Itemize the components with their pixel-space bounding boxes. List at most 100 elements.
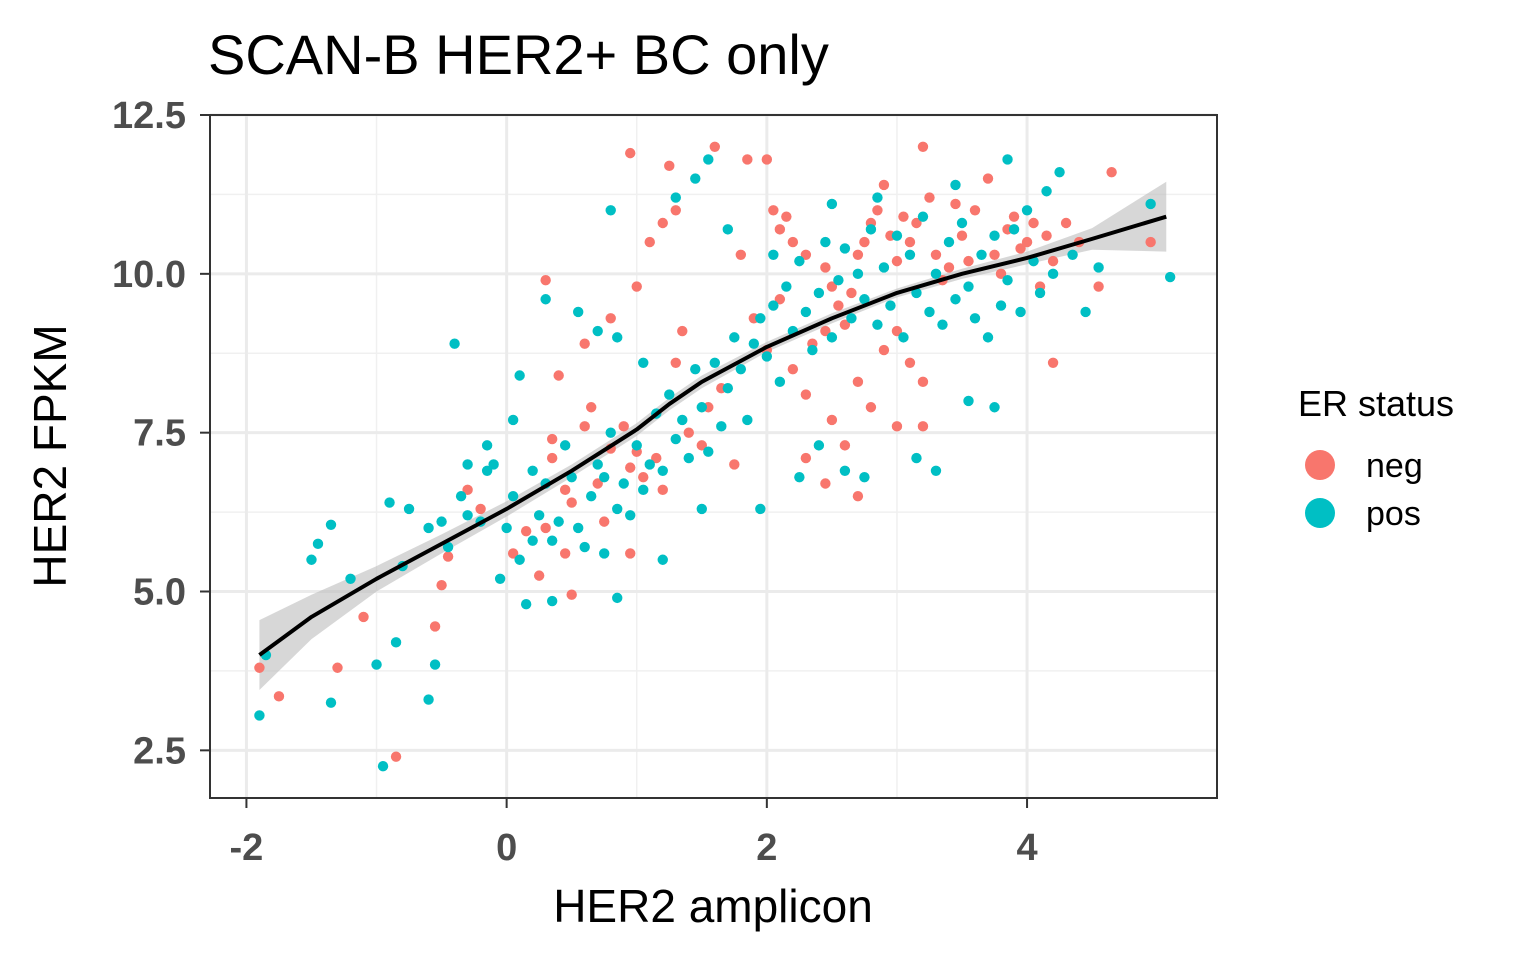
legend-title: ER status (1298, 383, 1454, 424)
data-point-pos (865, 224, 877, 235)
data-point-pos (898, 332, 909, 343)
data-point-neg (852, 491, 864, 502)
x-tick-label: 4 (1016, 827, 1037, 869)
data-point-neg (657, 484, 668, 496)
data-point-neg (878, 179, 890, 191)
data-point-pos (592, 325, 603, 337)
data-point-pos (878, 262, 890, 273)
data-point-neg (800, 452, 812, 464)
data-point-pos (618, 478, 629, 489)
data-point-pos (1008, 224, 1020, 235)
data-point-neg (911, 217, 922, 229)
data-point-pos (423, 522, 434, 534)
data-point-pos (429, 659, 441, 670)
data-point-neg (631, 281, 642, 292)
data-point-neg (1047, 255, 1059, 267)
data-point-pos (989, 402, 1000, 413)
y-tick-label: 7.5 (133, 413, 186, 455)
data-point-pos (807, 344, 818, 356)
data-point-pos (1164, 271, 1176, 283)
legend: ER status neg pos (1298, 383, 1454, 533)
data-point-pos (781, 281, 792, 292)
data-point-pos (716, 421, 727, 432)
data-point-neg (475, 503, 486, 515)
data-point-neg (904, 357, 916, 368)
data-point-pos (1145, 198, 1156, 210)
data-point-pos (481, 465, 493, 476)
data-point-pos (1041, 186, 1052, 197)
data-point-pos (943, 236, 955, 248)
data-point-pos (852, 268, 864, 280)
data-point-pos (325, 519, 337, 530)
data-point-pos (403, 503, 415, 515)
data-point-pos (514, 554, 525, 565)
y-tick-label: 12.5 (112, 95, 186, 137)
data-point-pos (755, 313, 766, 324)
data-point-pos (677, 414, 688, 426)
data-point-pos (963, 281, 974, 292)
data-point-neg (709, 141, 721, 152)
data-point-pos (442, 541, 454, 553)
data-point-pos (794, 471, 805, 483)
data-point-neg (833, 300, 844, 311)
data-point-pos (638, 484, 649, 496)
data-point-neg (273, 691, 285, 702)
data-point-neg (546, 452, 558, 464)
data-point-pos (494, 573, 506, 585)
data-point-neg (664, 160, 675, 172)
data-point-neg (963, 255, 974, 267)
x-tick-label: 2 (756, 827, 777, 869)
data-point-pos (989, 230, 1000, 241)
data-point-neg (1028, 217, 1039, 229)
data-point-pos (553, 516, 564, 527)
data-point-neg (826, 281, 838, 292)
data-point-pos (885, 300, 896, 311)
data-point-neg (846, 287, 857, 299)
data-point-pos (703, 446, 714, 457)
data-point-pos (911, 452, 922, 464)
data-point-neg (1060, 217, 1072, 229)
y-tick-label: 2.5 (133, 730, 186, 772)
data-point-pos (488, 459, 499, 470)
data-point-pos (917, 211, 929, 222)
data-point-neg (891, 255, 903, 267)
data-point-pos (696, 503, 707, 515)
data-point-pos (1047, 268, 1059, 280)
data-point-pos (507, 491, 519, 502)
data-point-pos (722, 383, 734, 394)
data-point-neg (553, 370, 564, 381)
data-point-neg (904, 236, 916, 248)
legend-swatch-neg (1305, 450, 1335, 480)
data-point-pos (507, 414, 519, 426)
data-point-pos (572, 306, 584, 318)
data-point-pos (696, 402, 707, 413)
data-point-pos (384, 497, 395, 508)
data-point-pos (390, 637, 402, 648)
data-point-neg (540, 274, 551, 286)
data-point-pos (527, 465, 538, 476)
data-point-neg (462, 484, 473, 496)
data-point-neg (1093, 281, 1104, 292)
data-point-neg (950, 198, 961, 210)
data-point-pos (969, 313, 981, 324)
plot-panel (210, 115, 1217, 798)
data-point-neg (787, 363, 799, 375)
data-point-pos (514, 370, 525, 381)
data-point-pos (937, 319, 948, 330)
data-point-neg (826, 414, 838, 426)
data-point-pos (683, 452, 694, 464)
data-point-neg (930, 249, 942, 260)
data-point-pos (605, 427, 616, 438)
data-point-pos (768, 249, 779, 260)
data-point-pos (839, 243, 851, 254)
data-point-pos (1093, 262, 1104, 273)
data-point-pos (572, 522, 584, 534)
data-point-pos (462, 459, 473, 470)
data-point-neg (1106, 166, 1117, 178)
data-point-pos (950, 294, 961, 305)
data-point-pos (631, 440, 642, 451)
data-point-neg (820, 262, 831, 273)
data-point-pos (690, 363, 701, 375)
data-point-neg (787, 236, 799, 248)
